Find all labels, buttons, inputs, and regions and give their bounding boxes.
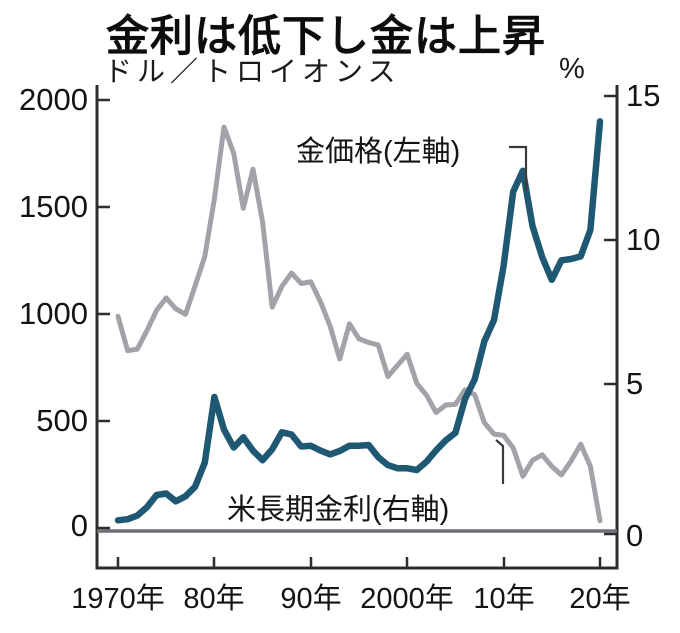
x-axis-tick-label: 10年 xyxy=(473,583,535,615)
x-axis-tick-label: 90年 xyxy=(280,583,342,615)
left-axis-tick-label: 500 xyxy=(36,403,88,438)
left-axis-tick-label: 2000 xyxy=(19,82,88,117)
x-axis-tick-label: 80年 xyxy=(183,583,245,615)
right-axis-unit-label: % xyxy=(559,53,585,85)
rate-series-label: 米長期金利(右軸) xyxy=(227,494,450,526)
gold-series-line xyxy=(114,118,604,524)
right-axis-ticks xyxy=(604,94,617,536)
right-axis-tick-label: 5 xyxy=(626,366,644,401)
rate-series-line xyxy=(115,124,603,524)
rate-label-connector xyxy=(495,439,505,484)
left-axis-tick-label: 1000 xyxy=(19,296,88,331)
gold-label-connector xyxy=(509,145,528,190)
left-axis-tick-label: 0 xyxy=(70,508,88,543)
right-axis-tick-label: 0 xyxy=(626,518,644,553)
x-axis-ticks xyxy=(116,557,602,568)
right-axis-tick-label: 15 xyxy=(626,78,661,113)
x-axis-tick-label: 20年 xyxy=(569,583,631,615)
chart-subtitle: ドル／トロイオンス xyxy=(104,56,401,87)
left-axis-ticks xyxy=(97,98,110,530)
x-axis-tick-label: 2000年 xyxy=(360,583,454,615)
x-axis-tick-label: 1970年 xyxy=(71,583,165,615)
left-axis-tick-label: 1500 xyxy=(19,189,88,224)
gold-series-label: 金価格(左軸) xyxy=(296,136,461,168)
chart-title: 金利は低下し金は上昇 xyxy=(106,13,546,61)
right-axis-tick-label: 10 xyxy=(626,222,661,257)
